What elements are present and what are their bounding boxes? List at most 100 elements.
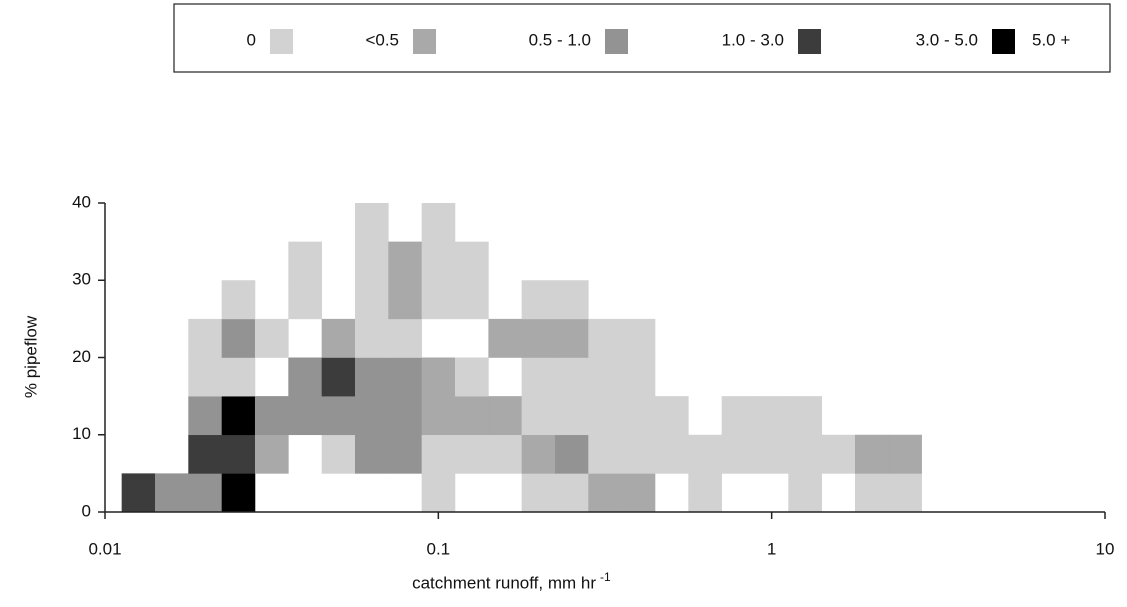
heat-cell — [221, 357, 256, 397]
heat-cell — [621, 357, 656, 397]
heat-cell — [388, 318, 422, 358]
heat-cell — [254, 396, 289, 436]
legend-swatch — [798, 29, 821, 54]
heat-cell — [354, 203, 389, 242]
heat-cell — [388, 396, 422, 436]
heat-cell — [521, 318, 556, 358]
y-tick-label: 10 — [72, 424, 91, 443]
heat-cell — [688, 434, 722, 474]
heat-cell — [555, 357, 589, 397]
heat-cell — [221, 473, 256, 513]
legend-label: 0 — [247, 30, 256, 49]
heat-cell — [388, 280, 422, 320]
heat-cell — [621, 396, 656, 436]
heat-cell — [188, 357, 222, 397]
heat-cell — [321, 357, 356, 397]
heat-cell — [521, 357, 556, 397]
heat-cell — [621, 318, 656, 358]
legend-label: 1.0 - 3.0 — [722, 30, 784, 49]
heat-cell — [555, 473, 589, 513]
heat-cell — [888, 473, 922, 513]
heat-cell — [221, 396, 256, 436]
heat-cell — [854, 473, 889, 513]
heat-cell — [188, 434, 222, 474]
heat-cell — [454, 280, 489, 320]
y-tick-label: 40 — [72, 192, 91, 211]
heat-cell — [288, 396, 322, 436]
heat-cell — [688, 473, 722, 513]
heat-cell — [555, 318, 589, 358]
y-tick-label: 20 — [72, 347, 91, 366]
heat-cell — [421, 241, 456, 281]
heat-cell — [588, 434, 622, 474]
heat-cell — [254, 318, 289, 358]
heat-cell — [555, 396, 589, 436]
y-axis-title: % pipeflow — [21, 315, 40, 398]
heat-cell — [388, 357, 422, 397]
legend-swatch — [270, 29, 293, 54]
heat-cell — [588, 357, 622, 397]
heat-cell — [821, 434, 856, 474]
heat-cell — [788, 434, 823, 474]
heat-cell — [221, 280, 256, 320]
heatmap — [121, 203, 922, 513]
heat-cell — [421, 396, 456, 436]
heat-cell — [755, 396, 789, 436]
heat-cell — [354, 318, 389, 358]
heat-cell — [488, 434, 522, 474]
heat-cell — [488, 396, 522, 436]
heat-cell — [454, 357, 489, 397]
heat-cell — [354, 280, 389, 320]
heat-cell — [788, 473, 823, 513]
heat-cell — [454, 434, 489, 474]
heat-cell — [588, 318, 622, 358]
heat-cell — [588, 396, 622, 436]
heat-cell — [721, 434, 756, 474]
heat-cell — [521, 473, 556, 513]
legend-box — [173, 3, 1111, 73]
x-tick-label: 0.1 — [427, 539, 451, 558]
legend-label: 5.0 + — [1032, 30, 1070, 49]
heat-cell — [454, 241, 489, 281]
heat-cell — [655, 434, 689, 474]
heat-cell — [221, 318, 256, 358]
heat-cell — [421, 203, 456, 242]
x-tick-label: 10 — [1096, 539, 1115, 558]
heat-cell — [588, 473, 622, 513]
heat-cell — [421, 473, 456, 513]
heat-cell — [655, 396, 689, 436]
heat-cell — [421, 357, 456, 397]
heat-cell — [388, 241, 422, 281]
x-axis-title-superscript: -1 — [600, 570, 611, 584]
heat-cell — [321, 318, 356, 358]
heat-cell — [755, 434, 789, 474]
heat-cell — [288, 357, 322, 397]
heat-cell — [521, 434, 556, 474]
heat-cell — [888, 434, 922, 474]
heat-cell — [488, 318, 522, 358]
heat-cell — [521, 280, 556, 320]
heat-cell — [388, 434, 422, 474]
legend-swatch — [992, 29, 1015, 54]
y-tick-label: 0 — [82, 501, 91, 520]
heat-cell — [521, 396, 556, 436]
legend-label: <0.5 — [365, 30, 399, 49]
heat-cell — [354, 434, 389, 474]
heat-cell — [555, 280, 589, 320]
heat-cell — [788, 396, 823, 436]
x-axis-title: catchment runoff, mm hr — [412, 573, 596, 592]
heat-cell — [155, 473, 189, 513]
heat-cell — [354, 241, 389, 281]
heat-cell — [555, 434, 589, 474]
heat-cell — [421, 280, 456, 320]
heat-cell — [288, 241, 322, 281]
heat-cell — [621, 434, 656, 474]
heat-cell — [188, 473, 222, 513]
heat-cell — [721, 396, 756, 436]
heat-cell — [421, 434, 456, 474]
heat-cell — [321, 396, 356, 436]
heat-cell — [288, 280, 322, 320]
heat-cell — [221, 434, 256, 474]
heat-cell — [454, 396, 489, 436]
